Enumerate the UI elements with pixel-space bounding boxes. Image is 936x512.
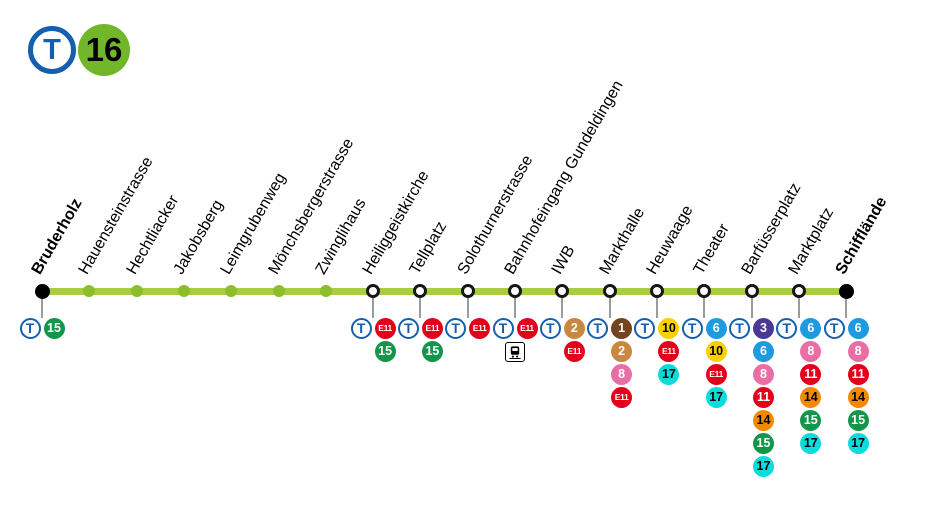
connector-line xyxy=(845,292,848,318)
station-dot-bruderholz xyxy=(34,283,50,299)
station-label-text: Markthalle xyxy=(596,205,648,278)
connection-badge-e11: E11 xyxy=(658,340,680,362)
connector-line xyxy=(797,292,800,318)
connection-badge-15: 15 xyxy=(800,409,822,431)
station-label-text: Schifflände xyxy=(832,194,891,278)
connection-badge-14: 14 xyxy=(753,409,774,431)
connection-badge-e11: E11 xyxy=(469,317,491,339)
tram-stop-icon: T xyxy=(539,317,561,339)
connection-badge-e11: E11 xyxy=(705,363,727,385)
tram-stop-icon: T xyxy=(823,317,845,339)
connection-badge-17: 17 xyxy=(847,432,869,454)
connection-badge-11: 11 xyxy=(847,363,869,385)
connector-line xyxy=(41,292,43,318)
connection-badge-14: 14 xyxy=(800,386,822,408)
train-glyph xyxy=(509,345,521,359)
connection-badge-8: 8 xyxy=(847,340,869,362)
connection-badge-10: 10 xyxy=(658,317,680,339)
station-dot-markthalle xyxy=(602,284,617,298)
connection-badge-6: 6 xyxy=(705,317,727,339)
connection-badge-8: 8 xyxy=(611,363,633,385)
connection-badge-6: 6 xyxy=(847,317,869,339)
station-dot-leimgrubenweg xyxy=(225,285,238,297)
station-dot-m-nchsbergerstrasse xyxy=(272,285,285,297)
station-dot-iwb xyxy=(555,284,570,298)
tram-stop-icon: T xyxy=(776,317,798,339)
connector-line xyxy=(372,292,375,318)
station-dot-theater xyxy=(697,284,712,298)
connector-line xyxy=(608,292,611,318)
route-line xyxy=(42,288,847,295)
connection-badge-e11: E11 xyxy=(611,386,633,408)
station-dot-zwinglihaus xyxy=(319,285,332,297)
connection-badge-8: 8 xyxy=(753,363,774,385)
connector-line xyxy=(466,292,469,318)
station-dot-barf-sserplatz xyxy=(744,284,759,298)
station-label-text: Tellplatz xyxy=(406,219,451,278)
connection-badge-15: 15 xyxy=(847,409,869,431)
station-dot-heiliggeistkirche xyxy=(366,284,381,298)
station-dot-hechtliacker xyxy=(130,285,143,297)
connection-badge-6: 6 xyxy=(753,340,774,362)
connection-badge-17: 17 xyxy=(705,386,727,408)
connection-badge-15: 15 xyxy=(421,340,443,362)
tram-logo-letter: T xyxy=(43,33,61,66)
tram-stop-icon: T xyxy=(587,317,609,339)
connection-badge-2: 2 xyxy=(563,317,585,339)
station-label-text: IWB xyxy=(548,242,579,278)
station-dot-schiffl-nde xyxy=(838,283,854,299)
connection-badge-15: 15 xyxy=(43,317,65,339)
tram-stop-icon: T xyxy=(350,317,372,339)
connection-badge-11: 11 xyxy=(753,386,774,408)
connector-line xyxy=(561,292,564,318)
tram-logo: T xyxy=(28,26,76,74)
connector-line xyxy=(514,292,516,318)
tram-stop-icon: T xyxy=(729,317,750,339)
connection-badge-e11: E11 xyxy=(374,317,396,339)
connection-badge-3: 3 xyxy=(753,317,774,339)
connection-badge-17: 17 xyxy=(800,432,822,454)
station-dot-solothurnerstrasse xyxy=(460,284,475,298)
connection-badge-15: 15 xyxy=(753,432,774,454)
connector-line xyxy=(419,292,422,318)
connection-badge-6: 6 xyxy=(800,317,822,339)
connector-line xyxy=(750,292,753,318)
station-dot-tellplatz xyxy=(413,284,428,298)
line-number-badge: 16 xyxy=(78,24,130,76)
connection-badge-1: 1 xyxy=(611,317,633,339)
tram-stop-icon: T xyxy=(634,317,656,339)
station-label-text: Heuwaage xyxy=(643,202,697,278)
station-dot-bahnhofeingang-gundeldingen xyxy=(508,284,522,298)
connection-badge-e11: E11 xyxy=(516,317,538,339)
connection-badge-e11: E11 xyxy=(563,340,585,362)
connection-badge-17: 17 xyxy=(658,363,680,385)
station-label-text: Mönchsbergerstrasse xyxy=(265,135,357,278)
station-label-text: Marktplatz xyxy=(785,205,838,278)
connection-badge-2: 2 xyxy=(611,340,633,362)
station-dot-jakobsberg xyxy=(177,285,190,297)
tram-stop-icon: T xyxy=(681,317,703,339)
connector-line xyxy=(703,292,706,318)
tram-stop-icon: T xyxy=(397,317,419,339)
tram-stop-icon: T xyxy=(19,317,41,339)
station-dot-marktplatz xyxy=(791,284,806,298)
connector-line xyxy=(655,292,658,318)
connection-badge-14: 14 xyxy=(847,386,869,408)
sbahn-icon xyxy=(505,341,525,362)
connection-badge-11: 11 xyxy=(800,363,822,385)
station-dot-heuwaage xyxy=(649,284,664,298)
connection-badge-15: 15 xyxy=(374,340,396,362)
tram-stop-icon: T xyxy=(445,317,467,339)
tram-stop-icon: T xyxy=(492,317,514,339)
station-dot-hauensteinstrasse xyxy=(83,285,96,297)
connection-badge-e11: E11 xyxy=(421,317,443,339)
connection-badge-8: 8 xyxy=(800,340,822,362)
station-label-text: Theater xyxy=(690,221,734,278)
connection-badge-17: 17 xyxy=(753,455,774,477)
connection-badge-10: 10 xyxy=(705,340,727,362)
